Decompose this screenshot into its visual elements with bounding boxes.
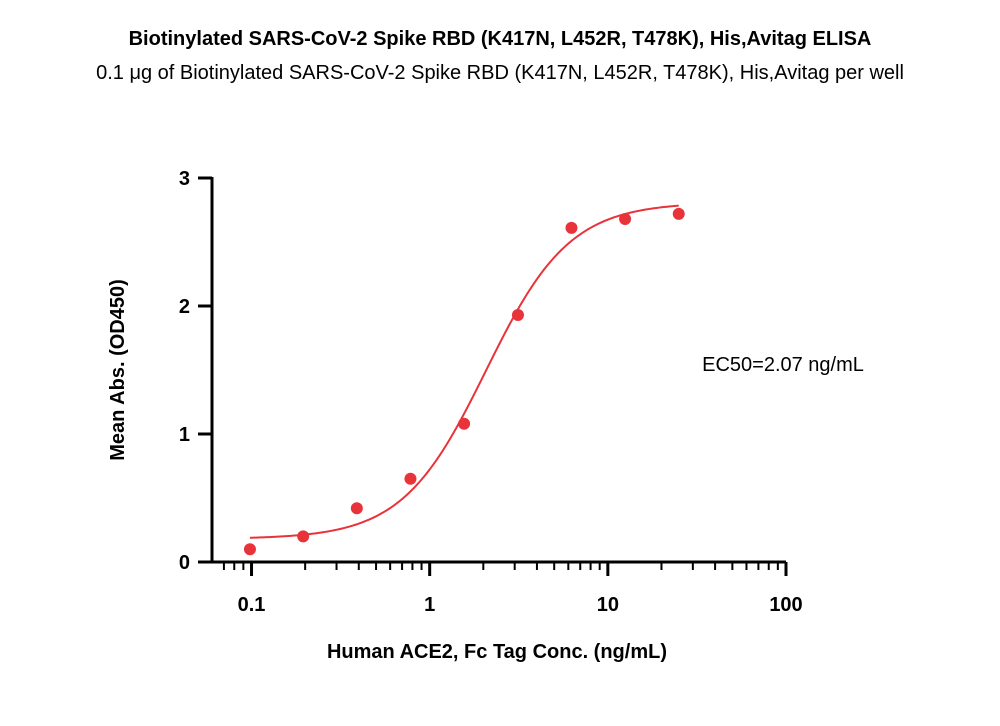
y-axis-label: Mean Abs. (OD450) xyxy=(107,279,129,461)
x-tick-label: 1 xyxy=(424,594,435,616)
fit-curve xyxy=(249,204,679,539)
data-point xyxy=(458,417,471,430)
data-point xyxy=(511,308,524,321)
data-point xyxy=(619,212,632,225)
y-tick-label: 3 xyxy=(179,168,190,190)
y-tick-label: 0 xyxy=(179,552,190,574)
data-point xyxy=(297,530,310,543)
chart-title: Biotinylated SARS-CoV-2 Spike RBD (K417N… xyxy=(128,28,872,50)
axes: 0 1 2 3 0.1 1 10 100 xyxy=(179,168,803,616)
data-point xyxy=(565,221,578,234)
fit-curve-layer xyxy=(249,204,679,539)
x-axis-label: Human ACE2, Fc Tag Conc. (ng/mL) xyxy=(327,641,667,663)
chart-subtitle: 0.1 μg of Biotinylated SARS-CoV-2 Spike … xyxy=(96,62,904,84)
x-tick-label: 100 xyxy=(769,594,802,616)
x-tick-label: 10 xyxy=(597,594,619,616)
y-tick-label: 1 xyxy=(179,424,190,446)
data-point xyxy=(243,543,256,556)
ec50-annotation: EC50=2.07 ng/mL xyxy=(702,354,864,376)
data-point xyxy=(672,207,685,220)
x-tick-label: 0.1 xyxy=(238,594,266,616)
data-point xyxy=(350,502,363,515)
data-point xyxy=(404,472,417,485)
y-tick-label: 2 xyxy=(179,296,190,318)
data-points xyxy=(243,207,685,556)
